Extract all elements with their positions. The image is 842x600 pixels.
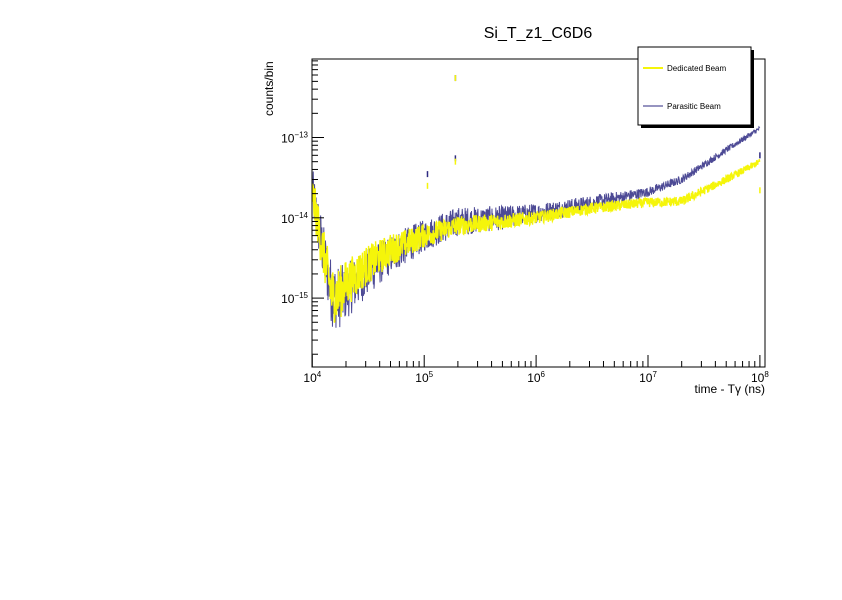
legend-box <box>637 46 752 126</box>
x-tick-label: 105 <box>415 370 433 385</box>
y-axis-label: counts/bin <box>262 61 276 116</box>
legend-label-parasitic: Parasitic Beam <box>667 102 721 111</box>
x-tick-label: 107 <box>639 370 657 385</box>
y-tick-label: 10−14 <box>281 211 308 226</box>
plot-frame <box>311 58 766 368</box>
y-tick-label: 10−13 <box>281 131 308 146</box>
legend: Dedicated Beam Parasitic Beam <box>637 46 754 128</box>
y-tick-label: 10−15 <box>281 291 308 306</box>
chart-title: Si_T_z1_C6D6 <box>484 25 593 42</box>
x-axis-label: time - Tγ (ns) <box>695 382 765 396</box>
axes: 104 105 106 107 108 10−15 10−14 10−13 <box>281 60 769 385</box>
x-tick-label: 106 <box>527 370 545 385</box>
plot-data <box>311 75 761 328</box>
legend-label-dedicated: Dedicated Beam <box>667 64 726 73</box>
x-tick-label: 108 <box>751 370 769 385</box>
series-line-dedicated-beam <box>311 159 761 323</box>
x-tick-label: 104 <box>303 370 321 385</box>
